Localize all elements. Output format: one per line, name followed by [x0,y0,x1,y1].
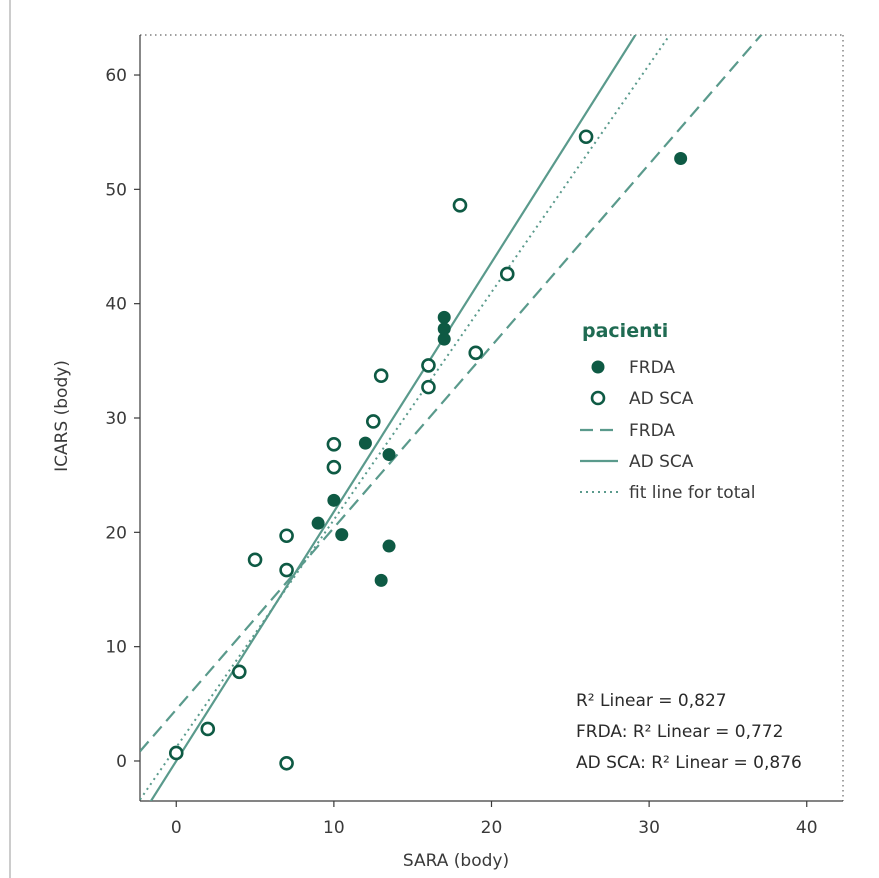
point-ad-sca-11 [421,379,436,395]
legend-marker-adsca [590,390,606,406]
point-ad-sca-10 [373,368,389,383]
x-tick-label-2: 20 [481,818,503,838]
point-frda-0 [311,516,325,530]
point-frda-10 [674,151,688,165]
point-ad-sca-8 [326,436,342,452]
point-frda-4 [374,573,388,587]
x-axis-title: SARA (body) [403,851,509,871]
fit-line-solid [149,35,637,801]
x-tick-label-4: 40 [796,818,818,838]
legend-label-adsca-marker: AD SCA [629,389,694,409]
point-ad-sca-14 [468,345,484,361]
point-frda-3 [358,436,372,450]
point-frda-2 [335,528,349,542]
x-tick-label-3: 30 [638,818,660,838]
x-tick-label-1: 10 [323,818,345,838]
legend-title: pacienti [582,320,668,342]
annotation-r2-adsca: AD SCA: R² Linear = 0,876 [576,753,802,773]
point-frda-5 [382,539,396,553]
point-ad-sca-13 [452,198,468,213]
annotation-r2-frda: FRDA: R² Linear = 0,772 [576,722,783,742]
point-ad-sca-7 [326,459,342,475]
point-ad-sca-9 [365,414,381,429]
point-ad-sca-1 [200,721,216,737]
point-ad-sca-5 [279,562,294,578]
point-ad-sca-4 [279,755,294,771]
r-squared-annotations: R² Linear = 0,827 FRDA: R² Linear = 0,77… [576,691,802,773]
point-frda-9 [437,310,451,324]
point-ad-sca-16 [578,129,594,145]
point-frda-8 [437,322,451,336]
point-frda-7 [437,332,451,346]
legend-label-total: fit line for total [629,483,756,503]
y-tick-label-1: 10 [105,638,127,658]
y-tick-label-0: 0 [116,752,127,772]
y-tick-label-6: 60 [105,66,127,86]
y-axis-title: ICARS (body) [52,360,72,472]
data-points [168,129,688,771]
x-tick-label-0: 0 [171,818,182,838]
fit-line-dotted [140,35,671,801]
point-ad-sca-2 [232,664,247,680]
y-tick-label-5: 50 [105,180,127,200]
y-tick-label-3: 30 [105,409,127,429]
y-tick-label-4: 40 [105,295,127,315]
annotation-r2-total: R² Linear = 0,827 [576,691,727,711]
ticks-layer: 0 10 20 30 40 0 10 20 30 40 50 60 [105,66,817,838]
legend-label-adsca-line: AD SCA [629,452,694,472]
point-ad-sca-12 [421,358,436,373]
point-frda-6 [382,448,396,462]
point-frda-1 [327,493,341,507]
point-ad-sca-0 [168,745,184,761]
legend-label-frda-marker: FRDA [629,358,675,378]
legend-marker-frda [591,360,605,374]
fit-lines [140,35,763,801]
point-ad-sca-15 [499,266,515,282]
legend-label-frda-line: FRDA [629,421,675,441]
point-ad-sca-3 [247,552,263,568]
point-ad-sca-6 [279,528,294,544]
legend: pacienti FRDA AD SCA FRDA AD SCA fit lin… [580,320,756,503]
y-tick-label-2: 20 [105,523,127,543]
